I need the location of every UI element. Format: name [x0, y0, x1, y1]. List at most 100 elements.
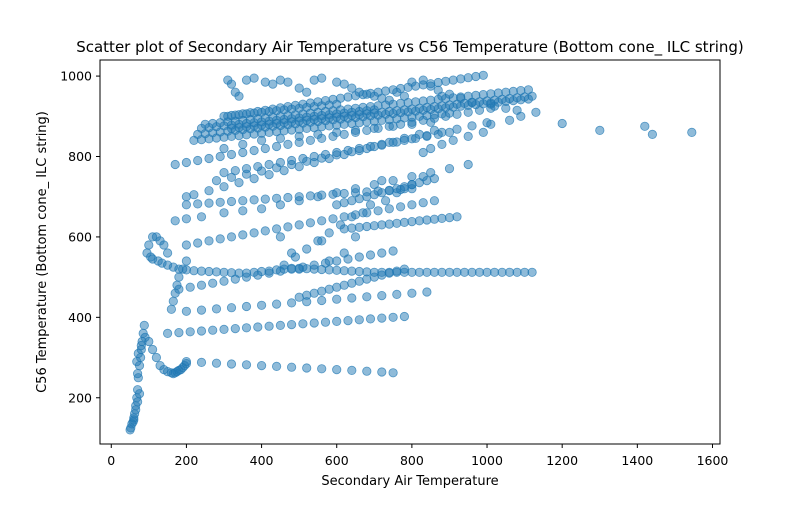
data-point: [557, 118, 567, 129]
data-point: [309, 151, 319, 162]
data-point: [354, 87, 364, 97]
data-point: [362, 292, 372, 302]
data-point: [437, 267, 447, 277]
data-point: [478, 70, 488, 80]
data-point: [238, 230, 248, 240]
data-point: [339, 212, 349, 222]
data-point: [241, 164, 252, 174]
data-point: [384, 95, 394, 105]
data-point: [399, 105, 409, 115]
data-point: [422, 110, 432, 121]
data-point: [362, 109, 372, 119]
data-point: [294, 162, 304, 172]
data-point: [181, 157, 191, 168]
data-point: [377, 248, 387, 258]
data-point: [279, 118, 289, 128]
data-point: [260, 105, 270, 115]
data-point: [313, 236, 323, 246]
data-point: [256, 360, 267, 371]
data-point: [226, 79, 237, 89]
data-point: [332, 200, 342, 210]
data-point: [365, 141, 376, 152]
data-point: [380, 196, 391, 206]
x-tick-label: 200: [174, 453, 198, 468]
data-point: [264, 119, 274, 129]
data-point: [377, 270, 387, 280]
data-point: [347, 278, 357, 288]
data-point: [444, 100, 455, 110]
data-point: [392, 188, 402, 198]
data-point: [444, 164, 455, 174]
data-point: [256, 204, 267, 214]
data-point: [347, 293, 357, 303]
data-point: [354, 315, 364, 325]
data-point: [399, 217, 409, 227]
data-point: [305, 98, 315, 108]
data-point: [298, 99, 308, 109]
data-point: [256, 300, 267, 310]
data-point: [369, 91, 379, 101]
data-point: [223, 111, 233, 121]
x-axis-label: Secondary Air Temperature: [321, 474, 498, 489]
data-point: [347, 212, 357, 222]
data-point: [260, 226, 270, 236]
data-point: [196, 135, 207, 145]
data-point: [264, 127, 274, 137]
data-point: [268, 104, 278, 114]
data-point: [395, 202, 406, 212]
data-point: [350, 188, 361, 198]
data-point: [339, 119, 349, 129]
data-point: [249, 228, 259, 238]
data-point: [283, 222, 293, 232]
data-point: [302, 87, 312, 97]
data-point: [256, 128, 267, 138]
data-point: [219, 182, 229, 192]
data-point: [347, 365, 357, 375]
data-point: [208, 278, 218, 288]
data-point: [219, 168, 229, 178]
data-point: [362, 366, 372, 376]
data-point: [286, 117, 297, 127]
data-point: [426, 143, 436, 154]
data-point: [388, 312, 398, 322]
data-point: [196, 280, 207, 290]
data-point: [410, 133, 421, 143]
data-point: [131, 405, 141, 415]
data-point: [294, 220, 304, 230]
data-point: [260, 77, 270, 87]
data-point: [181, 200, 191, 210]
data-point: [253, 322, 263, 332]
data-point: [283, 139, 293, 149]
data-point: [309, 260, 319, 270]
data-point: [463, 131, 473, 141]
data-point: [253, 106, 263, 117]
data-point: [264, 159, 274, 170]
data-point: [249, 195, 259, 205]
data-point: [418, 147, 428, 158]
data-point: [388, 368, 398, 378]
data-point: [215, 118, 225, 128]
data-point: [328, 214, 338, 224]
data-point: [407, 77, 417, 87]
x-tick-label: 0: [107, 453, 115, 468]
data-point: [347, 223, 357, 233]
data-point: [399, 113, 409, 123]
data-point: [275, 157, 285, 168]
data-point: [354, 252, 364, 262]
data-point: [271, 193, 282, 203]
data-point: [196, 212, 207, 222]
data-point: [309, 123, 319, 133]
data-point: [527, 91, 537, 101]
data-point: [132, 356, 142, 367]
data-point: [133, 397, 143, 407]
data-point: [347, 83, 357, 93]
data-point: [332, 364, 342, 375]
data-point: [283, 192, 293, 203]
data-point: [324, 228, 334, 238]
data-point: [181, 192, 191, 202]
data-point: [271, 224, 282, 234]
data-point: [309, 288, 319, 298]
data-point: [369, 221, 379, 231]
data-point: [362, 89, 372, 99]
